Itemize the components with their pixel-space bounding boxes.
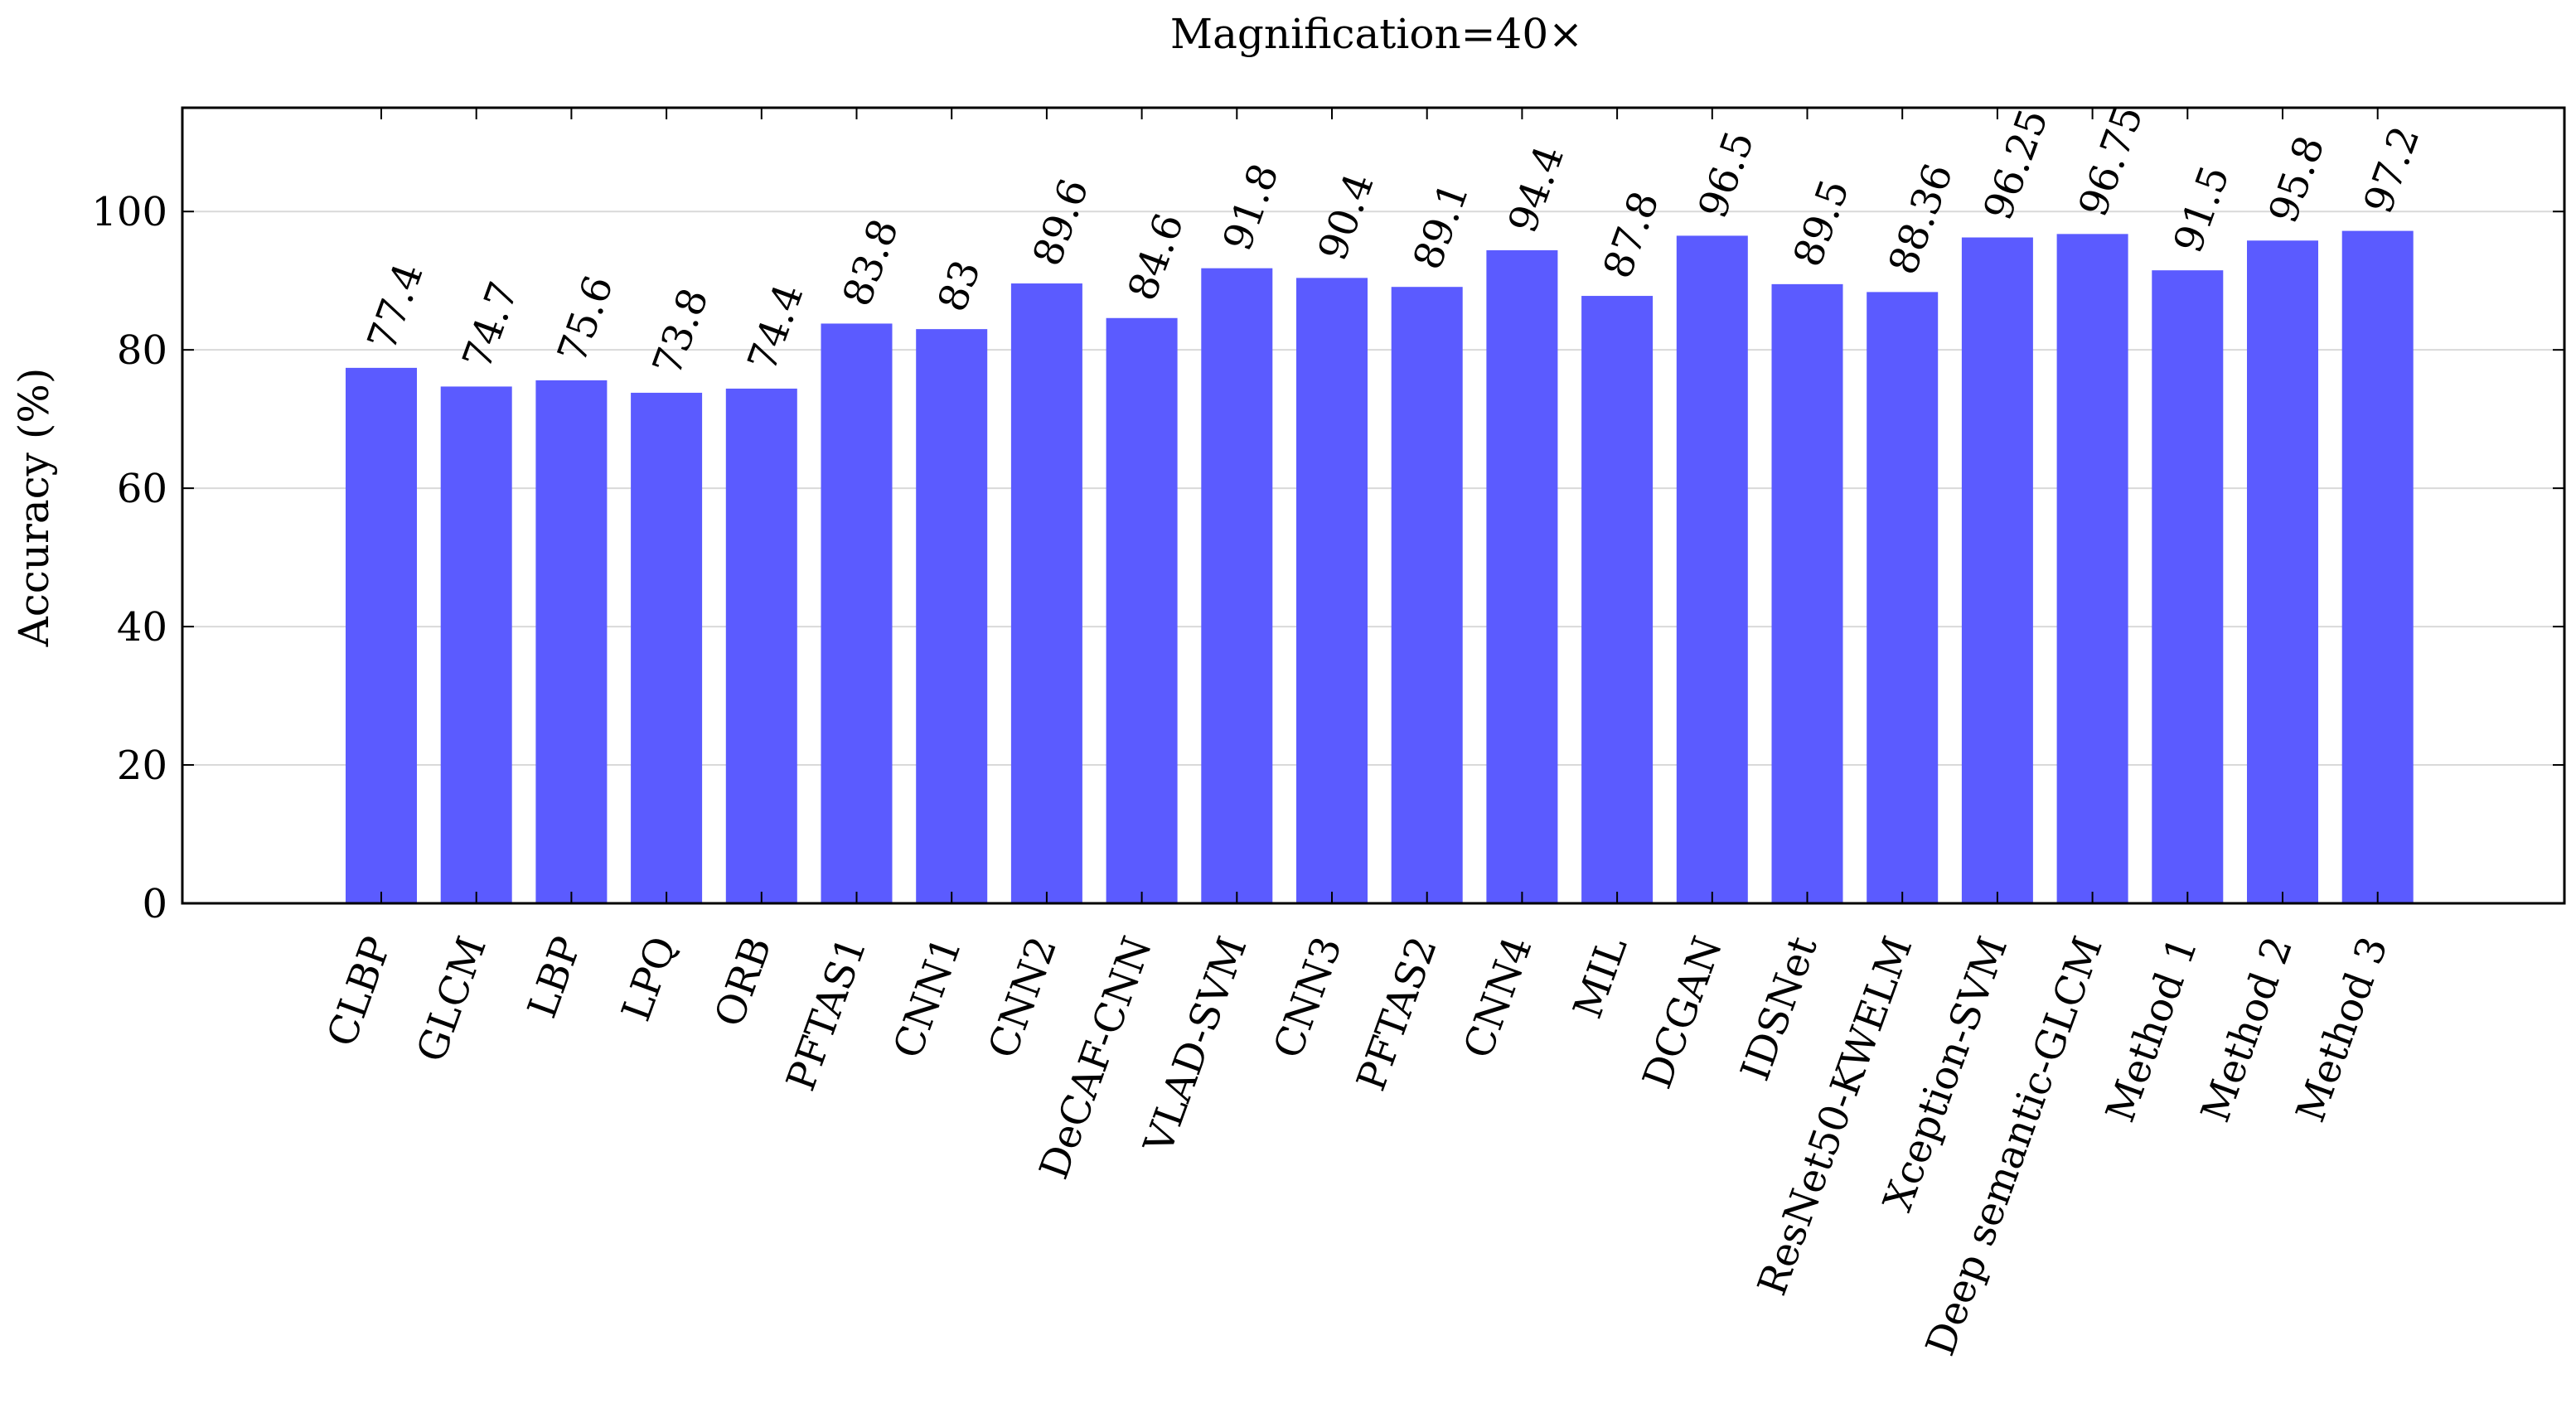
bar [1961, 237, 2033, 903]
bar [1201, 268, 1273, 903]
y-tick-label: 60 [117, 466, 167, 512]
bar [1106, 317, 1178, 903]
value-label: 96.25 [1975, 103, 2058, 225]
value-label: 97.2 [2355, 120, 2428, 220]
bar [535, 380, 608, 903]
value-label: 77.4 [359, 257, 433, 356]
category-label: Method 1 [2097, 931, 2206, 1128]
bar [1391, 287, 1463, 903]
bar [346, 367, 417, 903]
y-tick-label: 80 [117, 327, 167, 374]
bar [631, 392, 703, 903]
value-label: 84.6 [1119, 207, 1193, 307]
bar [2152, 270, 2224, 903]
category-label: GLCM [408, 931, 496, 1068]
y-tick-label: 40 [117, 604, 167, 651]
value-label: 83.8 [834, 213, 908, 312]
value-label: 89.6 [1024, 173, 1098, 273]
category-label: CLBP [318, 931, 400, 1052]
value-label: 91.8 [1214, 157, 1288, 257]
bar [2341, 230, 2414, 903]
value-label: 94.4 [1499, 139, 1573, 239]
bar [821, 323, 893, 904]
category-label: ORB [706, 931, 782, 1033]
bar [1486, 249, 1558, 903]
bar [1867, 292, 1939, 903]
bar [2056, 234, 2128, 903]
bar [440, 386, 512, 904]
bar [1676, 235, 1748, 903]
value-label: 87.8 [1595, 186, 1668, 285]
bar [725, 388, 797, 903]
value-label: 88.36 [1880, 157, 1963, 280]
bar-layer [346, 230, 2414, 904]
value-label: 89.5 [1784, 173, 1858, 273]
axis-layer: 0 20 40 60 80 100 [91, 106, 2566, 927]
category-label: CNN1 [884, 931, 971, 1064]
category-label: Method 3 [2288, 931, 2397, 1128]
value-label: 90.4 [1310, 167, 1383, 267]
category-label: CNN4 [1455, 931, 1541, 1064]
bar [1010, 283, 1082, 903]
chart-title: Magnification=40× [1170, 10, 1583, 58]
y-axis-title: Accuracy (%) [10, 368, 58, 648]
value-label: 73.8 [644, 282, 718, 381]
value-label: 95.8 [2260, 130, 2334, 230]
category-label: PFTAS2 [1348, 931, 1446, 1097]
y-tick-label: 20 [117, 743, 167, 789]
bar [916, 329, 988, 903]
category-label: MIL [1565, 931, 1637, 1024]
category-label: CNN2 [980, 931, 1066, 1064]
category-label: LBP [519, 931, 591, 1024]
value-label: 96.75 [2070, 99, 2152, 222]
y-tick-label: 100 [91, 189, 167, 235]
y-tick-label: 0 [142, 881, 167, 927]
value-label: 74.4 [738, 278, 812, 377]
category-label: Method 2 [2192, 931, 2302, 1128]
bar [1771, 283, 1843, 903]
category-label: DCGAN [1634, 931, 1731, 1095]
category-label: LPQ [613, 931, 685, 1027]
value-label: 83 [929, 254, 990, 318]
bar [2247, 240, 2318, 903]
category-label: PFTAS1 [777, 931, 876, 1097]
bar [1296, 278, 1368, 903]
value-label: 75.6 [549, 269, 622, 369]
category-label: Deep semantic-GLCM [1917, 931, 2112, 1362]
plot-frame [181, 106, 2566, 905]
bar [1581, 296, 1654, 903]
category-label: IDSNet [1732, 931, 1827, 1086]
value-label: 96.5 [1689, 125, 1763, 225]
value-label: 89.1 [1404, 177, 1478, 276]
value-label: 74.7 [453, 276, 527, 375]
value-label: 91.5 [2165, 160, 2239, 259]
category-label: CNN3 [1265, 931, 1351, 1064]
